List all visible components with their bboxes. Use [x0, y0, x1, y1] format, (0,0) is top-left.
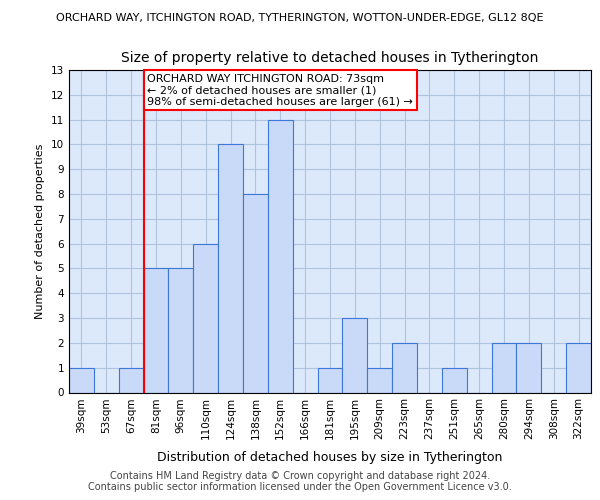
Bar — [218, 144, 243, 392]
Text: Contains HM Land Registry data © Crown copyright and database right 2024.
Contai: Contains HM Land Registry data © Crown c… — [88, 471, 512, 492]
Y-axis label: Number of detached properties: Number of detached properties — [35, 144, 46, 319]
Bar — [491, 343, 517, 392]
Bar — [367, 368, 392, 392]
Bar — [392, 343, 417, 392]
Bar — [343, 318, 367, 392]
X-axis label: Distribution of detached houses by size in Tytherington: Distribution of detached houses by size … — [157, 450, 503, 464]
Bar — [566, 343, 591, 392]
Bar — [143, 268, 169, 392]
Bar — [69, 368, 94, 392]
Bar — [119, 368, 143, 392]
Bar — [169, 268, 193, 392]
Bar — [268, 120, 293, 392]
Text: ORCHARD WAY, ITCHINGTON ROAD, TYTHERINGTON, WOTTON-UNDER-EDGE, GL12 8QE: ORCHARD WAY, ITCHINGTON ROAD, TYTHERINGT… — [56, 12, 544, 22]
Bar — [193, 244, 218, 392]
Bar — [317, 368, 343, 392]
Title: Size of property relative to detached houses in Tytherington: Size of property relative to detached ho… — [121, 50, 539, 64]
Text: ORCHARD WAY ITCHINGTON ROAD: 73sqm
← 2% of detached houses are smaller (1)
98% o: ORCHARD WAY ITCHINGTON ROAD: 73sqm ← 2% … — [148, 74, 413, 107]
Bar — [442, 368, 467, 392]
Bar — [517, 343, 541, 392]
Bar — [243, 194, 268, 392]
